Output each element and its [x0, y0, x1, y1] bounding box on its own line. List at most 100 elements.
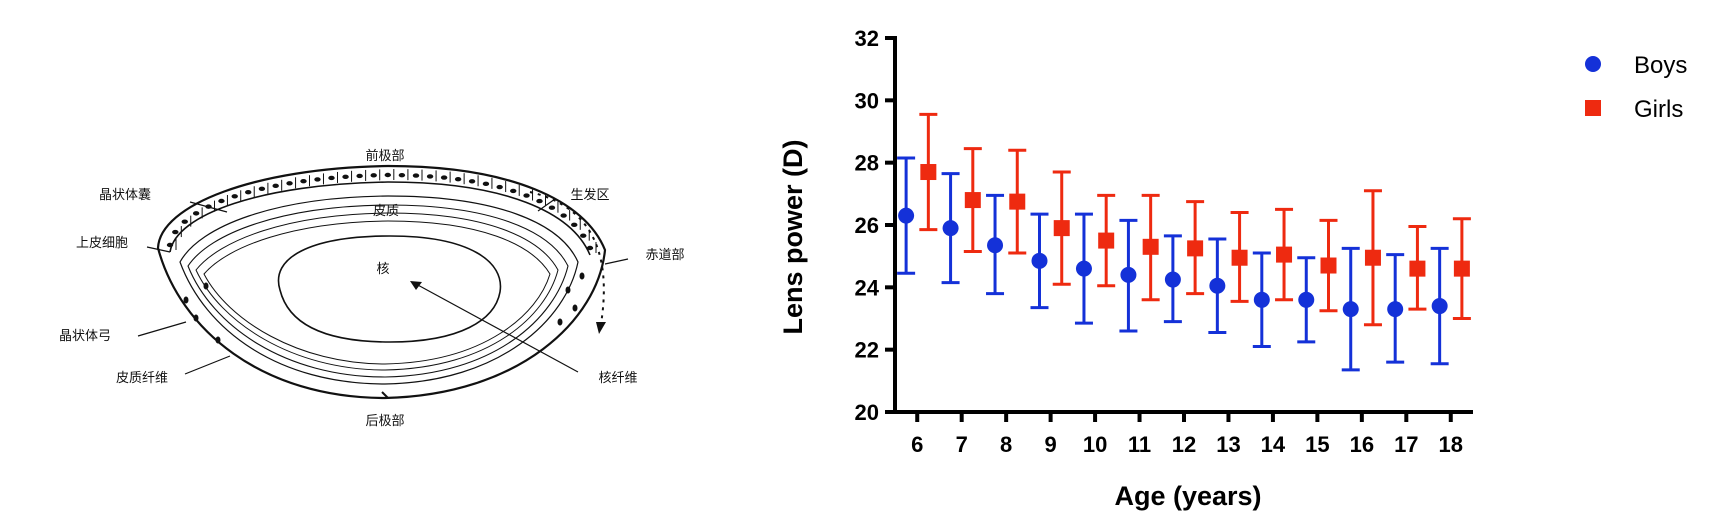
x-tick-label: 8	[1000, 432, 1012, 457]
cell-nucleus	[272, 183, 279, 189]
x-tick-label: 18	[1439, 432, 1463, 457]
cell-nucleus	[468, 179, 476, 184]
series-girls	[919, 112, 1471, 327]
cell-nucleus	[370, 173, 377, 178]
data-point	[1098, 232, 1115, 249]
x-tick-label: 12	[1172, 432, 1196, 457]
cell-nucleus	[181, 219, 188, 224]
leader-lens-capsule	[189, 201, 228, 213]
cell-nucleus	[523, 193, 530, 198]
label-lens-bow: 晶状体弓	[59, 329, 111, 344]
germinative-arrowhead	[596, 322, 606, 334]
lens-capsule-outline	[156, 164, 607, 400]
data-point	[1409, 260, 1426, 277]
data-point	[1431, 298, 1448, 315]
data-point	[1387, 301, 1404, 318]
x-axis-ticks: 6 7 8 9 10 11 12 13 14 15 16 17 18	[911, 412, 1463, 457]
label-epithelial-cells: 上皮细胞	[76, 236, 128, 251]
y-tick-label: 24	[855, 275, 880, 300]
cell-nucleus	[342, 174, 349, 180]
label-germinative-zone: 生发区	[570, 187, 609, 203]
label-posterior-pole: 后极部	[365, 414, 404, 429]
label-nucleus: 核	[376, 262, 389, 277]
cell-nucleus	[426, 174, 434, 179]
cell-nucleus	[356, 173, 363, 179]
cell-nucleus	[571, 222, 578, 228]
x-tick-label: 13	[1216, 432, 1240, 457]
data-point	[1342, 301, 1359, 318]
data-point	[1009, 193, 1026, 210]
data-point	[1164, 271, 1181, 288]
legend-label-girls: Girls	[1634, 96, 1683, 123]
lens-bow-nuclei	[183, 272, 585, 344]
data-point	[1253, 291, 1270, 308]
cell-nucleus	[548, 205, 556, 210]
x-axis-title: Age (years)	[1114, 481, 1261, 511]
y-tick-label: 32	[855, 26, 879, 51]
data-point	[942, 220, 959, 237]
y-tick-label: 20	[855, 400, 879, 425]
epithelial-layer	[169, 181, 591, 256]
nucleus-outline	[277, 235, 502, 343]
cell-nucleus	[586, 245, 594, 251]
cell-nucleus	[482, 181, 490, 187]
cell-nucleus	[440, 175, 448, 180]
data-point	[1075, 260, 1092, 277]
lens-power-chart: 20 22 24 26 28 30 32 6 7 8 9 10 11 12 13 14 15 16 17 18 Le…	[778, 26, 1687, 511]
cortex-layer	[187, 204, 569, 378]
y-axis-title: Lens power (D)	[778, 139, 808, 334]
x-tick-label: 17	[1394, 432, 1418, 457]
x-tick-label: 16	[1350, 432, 1374, 457]
data-point	[964, 192, 981, 209]
x-tick-label: 14	[1261, 432, 1286, 457]
cell-nucleus	[192, 211, 200, 216]
data-point	[1053, 220, 1070, 237]
cell-nucleus	[328, 175, 335, 181]
legend-marker-boys	[1585, 56, 1601, 72]
epithelial-cells	[166, 169, 597, 253]
y-tick-label: 30	[855, 88, 879, 113]
cell-nucleus	[258, 186, 266, 191]
posterior-pole-mark	[381, 391, 389, 399]
x-tick-label: 7	[956, 432, 968, 457]
cortex-layer	[203, 220, 551, 365]
x-tick-label: 15	[1305, 432, 1329, 457]
cell-nucleus	[231, 194, 238, 199]
cell-nucleus	[166, 242, 174, 248]
y-axis-ticks: 20 22 24 26 28 30 32	[855, 26, 895, 425]
cell-nucleus	[560, 213, 567, 218]
data-point	[1364, 249, 1381, 266]
data-point	[1120, 266, 1137, 283]
leader-nuclear-fibers	[415, 283, 579, 373]
data-point	[1187, 240, 1204, 257]
data-point	[1298, 291, 1315, 308]
data-point	[1276, 246, 1293, 263]
series-boys	[897, 156, 1449, 372]
cell-nucleus	[218, 198, 225, 204]
label-nuclear-fibers: 核纤维	[598, 371, 637, 386]
cell-nucleus	[286, 181, 293, 186]
x-tick-label: 11	[1128, 432, 1151, 457]
data-point	[898, 207, 915, 224]
cell-nucleus	[580, 233, 587, 238]
label-cortex: 皮质	[373, 204, 399, 219]
data-point	[1453, 260, 1470, 277]
data-series	[897, 112, 1471, 372]
data-point	[1142, 238, 1159, 255]
label-anterior-pole: 前极部	[365, 148, 404, 164]
data-point	[920, 164, 937, 181]
chart-legend: Boys Girls	[1585, 52, 1687, 123]
data-point	[1320, 257, 1337, 274]
leader-equator	[604, 258, 629, 265]
data-point	[987, 237, 1004, 254]
cell-nucleus	[314, 177, 321, 182]
x-tick-label: 6	[911, 432, 923, 457]
germinative-zone-arc	[529, 191, 605, 331]
cell-nucleus	[412, 173, 420, 178]
x-tick-label: 10	[1083, 432, 1107, 457]
cortex-layer	[179, 195, 579, 385]
cell-nucleus	[510, 188, 517, 194]
y-tick-label: 26	[855, 213, 879, 238]
leader-lens-bow	[137, 321, 187, 337]
